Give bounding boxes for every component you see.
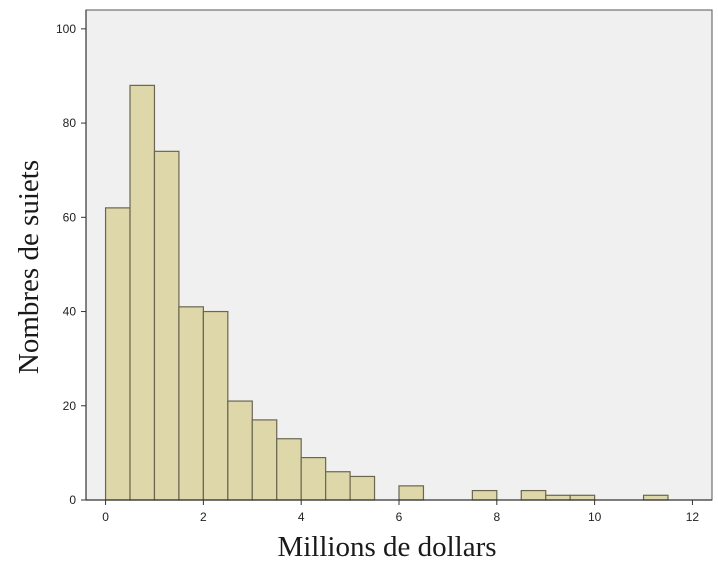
histogram-bar-8 bbox=[300, 456, 327, 501]
histogram-bar-15 bbox=[569, 494, 596, 501]
histogram-bar-7 bbox=[276, 438, 302, 501]
histogram-bar-6 bbox=[251, 419, 278, 501]
histogram-bar-2 bbox=[153, 150, 180, 501]
y-tick-label-40: 40 bbox=[63, 305, 77, 319]
histogram-bar-9 bbox=[325, 471, 351, 501]
y-tick-label-0: 0 bbox=[69, 493, 76, 507]
histogram-bar-14 bbox=[545, 494, 571, 501]
y-axis-title: Nombres de suiets bbox=[13, 160, 45, 374]
histogram-bar-16 bbox=[642, 494, 669, 501]
histogram-bar-5 bbox=[227, 400, 253, 501]
histogram-bar-12 bbox=[471, 489, 498, 501]
histogram-bar-11 bbox=[398, 485, 425, 501]
histogram-bar-0 bbox=[104, 207, 131, 501]
y-ticks-group: 0 20 40 60 80 100 bbox=[56, 22, 86, 507]
x-tick-label-4: 4 bbox=[298, 510, 305, 524]
bars-group bbox=[104, 84, 669, 501]
histogram-bar-4 bbox=[202, 310, 229, 501]
y-tick-label-80: 80 bbox=[63, 116, 77, 130]
histogram-bar-13 bbox=[520, 489, 547, 501]
histogram-bar-3 bbox=[178, 306, 204, 501]
x-tick-label-12: 12 bbox=[686, 510, 700, 524]
x-tick-label-8: 8 bbox=[493, 510, 500, 524]
x-axis-title: Millions de dollars bbox=[277, 531, 496, 563]
histogram-bar-10 bbox=[349, 475, 376, 501]
x-tick-label-10: 10 bbox=[588, 510, 602, 524]
x-tick-label-6: 6 bbox=[396, 510, 403, 524]
histogram-bar-1 bbox=[129, 84, 156, 501]
y-tick-label-100: 100 bbox=[56, 22, 76, 36]
x-ticks-group: 0 2 4 6 8 10 12 bbox=[102, 500, 699, 524]
x-tick-label-2: 2 bbox=[200, 510, 207, 524]
y-tick-label-60: 60 bbox=[63, 210, 77, 224]
y-tick-label-20: 20 bbox=[63, 399, 77, 413]
x-tick-label-0: 0 bbox=[102, 510, 109, 524]
